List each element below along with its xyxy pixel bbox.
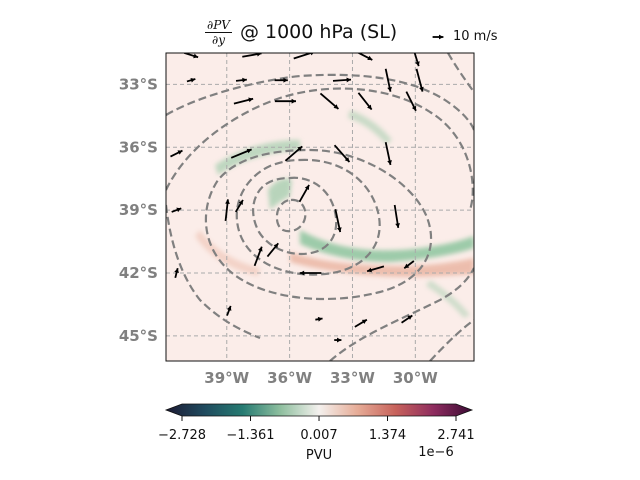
y-tick-label-4: 45°S xyxy=(119,327,158,345)
title-fraction-numerator: ∂PV xyxy=(205,17,232,33)
wind-vector-30 xyxy=(366,265,385,273)
contour-west xyxy=(166,204,261,340)
y-tick-label-1: 36°S xyxy=(119,138,158,156)
wind-vector-27 xyxy=(253,246,263,267)
wind-vector-36 xyxy=(401,314,413,324)
wind-vector-3 xyxy=(356,53,373,61)
y-tick-label-0: 33°S xyxy=(119,75,158,93)
x-axis-ticks: 39°W 36°W 33°W 30°W xyxy=(204,369,438,387)
quiver-reference-arrow xyxy=(432,34,444,40)
y-axis-ticks: 33°S 36°S 39°S 42°S 45°S xyxy=(119,75,158,344)
quiver-key-arrow xyxy=(432,34,444,40)
wind-vector-32 xyxy=(174,267,179,279)
wind-vector-2 xyxy=(293,53,314,60)
wind-vector-11 xyxy=(233,97,254,105)
wind-vector-20 xyxy=(384,141,392,166)
wind-vector-19 xyxy=(333,144,351,163)
wind-vector-18 xyxy=(284,145,303,162)
contour-core xyxy=(275,198,307,233)
x-tick-label-0: 39°W xyxy=(204,369,249,387)
chart-title: ∂PV ∂y @ 1000 hPa (SL) xyxy=(205,12,397,52)
contour-northeast xyxy=(447,53,474,93)
contour-outer xyxy=(166,87,474,211)
wind-vector-21 xyxy=(171,207,182,213)
wind-vector-6 xyxy=(235,77,247,83)
wind-vector-35 xyxy=(354,318,368,328)
colorbar: −2.728 −1.361 0.007 1.374 2.741 PVU 1e−6 xyxy=(158,403,475,463)
y-tick-label-2: 39°S xyxy=(119,201,158,219)
colorbar-label: PVU xyxy=(306,448,332,463)
field-band-positive-southwest xyxy=(195,230,260,276)
wind-vector-22 xyxy=(234,199,244,213)
x-tick-label-1: 36°W xyxy=(267,369,312,387)
wind-vectors xyxy=(170,53,424,343)
wind-vector-25 xyxy=(393,204,400,228)
wind-vector-5 xyxy=(186,77,196,83)
wind-vector-29 xyxy=(299,270,322,276)
title-text: @ 1000 hPa (SL) xyxy=(239,21,398,43)
wind-vector-13 xyxy=(319,92,340,110)
contour-north xyxy=(166,73,474,131)
field-band-negative-core xyxy=(268,178,292,210)
colorbar-tick-label-0: −2.728 xyxy=(158,428,206,443)
wind-vector-37 xyxy=(334,337,342,343)
wind-vector-15 xyxy=(405,91,417,112)
wind-vector-28 xyxy=(266,242,279,258)
contour-southeast xyxy=(429,319,474,361)
wind-vector-34 xyxy=(315,316,323,322)
x-tick-label-3: 30°W xyxy=(393,369,438,387)
field-band-negative-north xyxy=(348,110,392,144)
contour-south xyxy=(329,267,474,361)
title-fraction-denominator: ∂y xyxy=(211,32,225,47)
field-band-negative-west xyxy=(215,140,300,175)
wind-vector-14 xyxy=(357,92,373,111)
wind-vector-17 xyxy=(230,148,252,159)
wind-vector-7 xyxy=(274,77,288,83)
wind-vector-9 xyxy=(384,68,392,92)
wind-vector-31 xyxy=(403,260,415,269)
wind-vector-24 xyxy=(334,209,342,233)
title-fraction: ∂PV ∂y xyxy=(205,18,232,47)
pressure-contours xyxy=(166,53,474,361)
colorbar-tick-label-1: −1.361 xyxy=(226,428,274,443)
wind-vector-16 xyxy=(170,149,183,158)
contour-3 xyxy=(235,158,381,276)
plot-frame xyxy=(165,52,475,362)
quiver-reference-label: 10 m/s xyxy=(453,29,498,44)
colorbar-tick-label-3: 1.374 xyxy=(369,428,406,443)
wind-vector-10 xyxy=(415,68,424,92)
field-band-negative-east xyxy=(426,280,470,318)
contour-2 xyxy=(252,176,338,256)
x-tick-label-2: 33°W xyxy=(330,369,375,387)
wind-vector-12 xyxy=(274,98,296,104)
plot-background xyxy=(166,53,474,361)
wind-vector-23 xyxy=(298,184,310,203)
wind-vector-8 xyxy=(332,77,352,83)
colorbar-offset-text: 1e−6 xyxy=(418,445,453,460)
field-band-negative-main xyxy=(300,230,474,262)
colorbar-ticks: −2.728 −1.361 0.007 1.374 2.741 xyxy=(158,416,475,443)
colorbar-tick-label-4: 2.741 xyxy=(437,428,474,443)
wind-vector-33 xyxy=(226,305,232,316)
wind-vector-0 xyxy=(183,53,199,59)
contour-4 xyxy=(204,148,433,301)
wind-vector-1 xyxy=(242,53,262,58)
colorbar-body xyxy=(164,403,474,417)
wind-vector-4 xyxy=(413,53,420,67)
wind-vector-26 xyxy=(224,199,230,222)
pv-gradient-field xyxy=(195,110,474,318)
field-band-positive-main xyxy=(290,252,474,277)
y-tick-label-3: 42°S xyxy=(119,264,158,282)
colorbar-tick-label-2: 0.007 xyxy=(300,428,337,443)
